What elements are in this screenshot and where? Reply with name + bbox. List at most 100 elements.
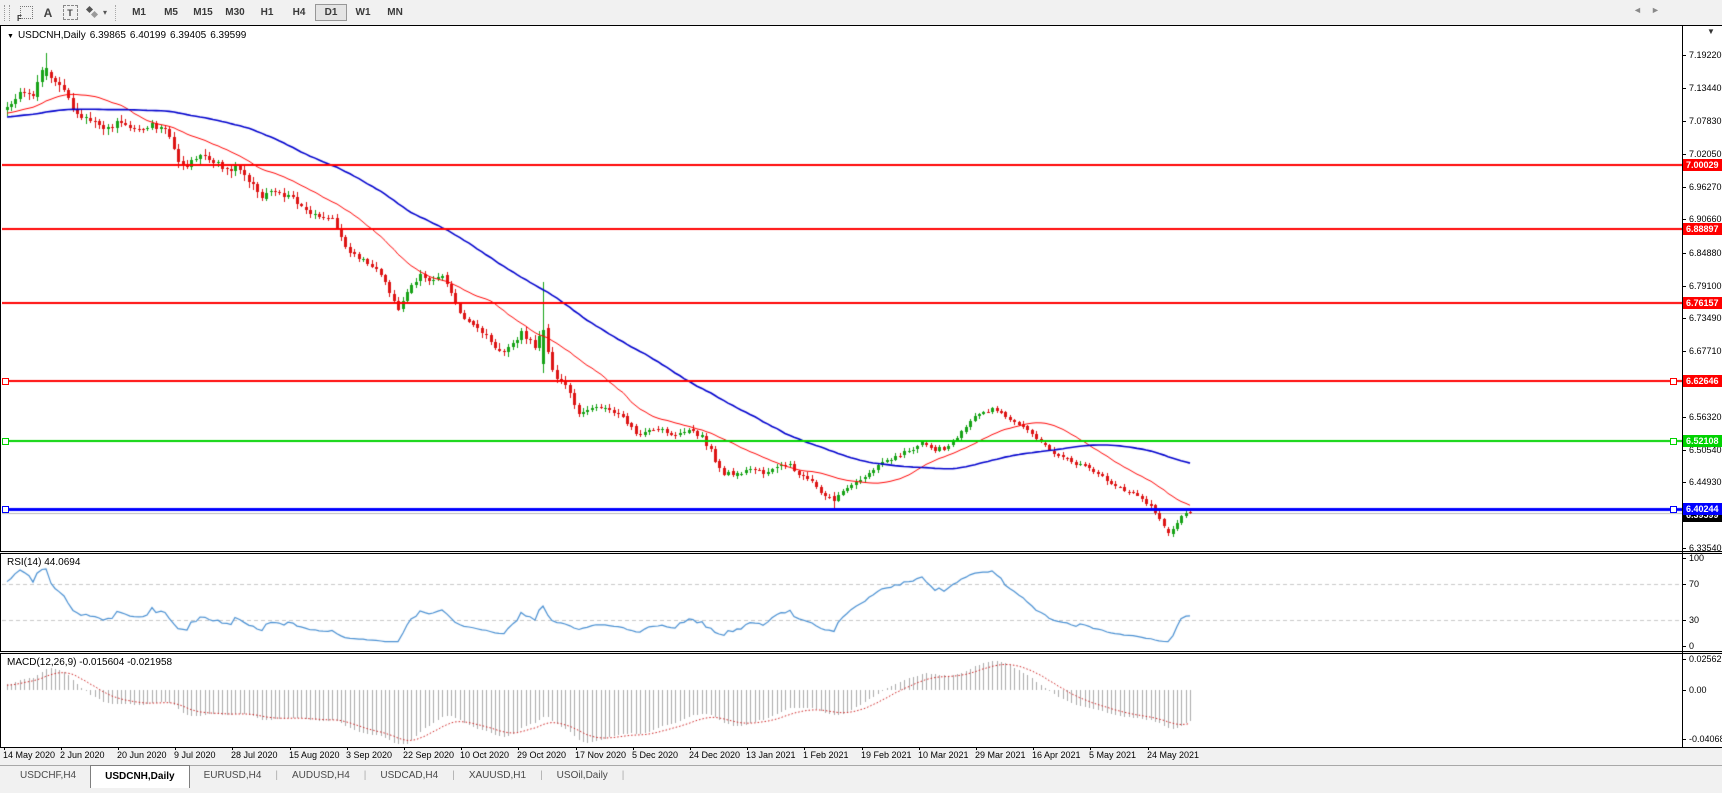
timeframe-button-m5[interactable]: M5	[164, 7, 178, 18]
date-tick-mark	[1148, 747, 1149, 750]
hline-handle[interactable]	[2, 438, 9, 445]
date-label: 22 Sep 2020	[403, 747, 454, 760]
symbol-label: USDCNH,Daily	[17, 30, 86, 41]
chevron-down-icon[interactable]: ▾	[103, 8, 108, 17]
price-tick: 6.56320	[1683, 411, 1722, 423]
tick-mark-icon	[1683, 739, 1686, 740]
price-tick: 6.84880	[1683, 247, 1722, 259]
date-tick-mark	[1090, 747, 1091, 750]
chart-tab-usdcnh[interactable]: USDCNH,Daily	[90, 765, 190, 788]
date-label: 9 Jul 2020	[174, 747, 216, 760]
price-tick-label: 6.56320	[1689, 412, 1722, 422]
timeframe-button-w1[interactable]: W1	[355, 7, 371, 18]
hline-handle[interactable]	[2, 506, 9, 513]
macd-tick: 0.00	[1683, 684, 1722, 696]
main-chart-canvas[interactable]	[2, 26, 1683, 551]
text-box-icon[interactable]: T	[61, 4, 79, 22]
date-tick-mark	[804, 747, 805, 750]
hline-handle[interactable]	[1670, 506, 1677, 513]
timeframe-button-mn[interactable]: MN	[387, 7, 403, 18]
timeframe-button-d1[interactable]: D1	[315, 4, 348, 21]
date-axis: 14 May 2020 2 Jun 2020 20 Jun 2020 9 Jul 20…	[0, 747, 1722, 765]
tick-mark-icon	[1683, 286, 1686, 287]
price-tick-label: 7.13440	[1689, 83, 1722, 93]
macd-tick: -0.04068	[1683, 733, 1722, 745]
date-label: 24 Dec 2020	[689, 747, 740, 760]
price-tick-label: 6.79100	[1689, 281, 1722, 291]
rsi-tick: 100	[1683, 552, 1722, 564]
macd-canvas[interactable]	[2, 654, 1683, 747]
rsi-tick: 30	[1683, 614, 1722, 626]
timeframe-button-h1[interactable]: H1	[260, 7, 274, 18]
hline-handle[interactable]	[1670, 438, 1677, 445]
chart-tab-eurusd[interactable]: EURUSD,H4	[203, 770, 262, 781]
tick-mark-icon	[1683, 219, 1686, 220]
ohlc-high: 6.40199	[129, 30, 167, 41]
date-tick-mark	[576, 747, 577, 750]
timeframe-button-m15[interactable]: M15	[193, 7, 213, 18]
hline-handle[interactable]	[1670, 378, 1677, 385]
date-tick-mark	[919, 747, 920, 750]
chart-tab-usdcad[interactable]: USDCAD,H4	[380, 770, 439, 781]
hline-handle[interactable]	[2, 378, 9, 385]
price-tick: 6.44930	[1683, 476, 1722, 488]
tab-separator: |	[452, 770, 455, 781]
tick-mark-icon	[1683, 482, 1686, 483]
toolbar-grip[interactable]	[4, 4, 10, 21]
date-tick-mark	[118, 747, 119, 750]
date-tick-mark	[633, 747, 634, 750]
price-tick: 7.19220	[1683, 49, 1722, 61]
toolbar: F A T ▾ M1 M5 M15 M30 H1 H4 D1 W1 MN	[0, 0, 1722, 25]
tab-scroll-right-icon[interactable]: ►	[1651, 5, 1660, 15]
date-tick-mark	[175, 747, 176, 750]
tick-mark-icon	[1683, 620, 1686, 621]
rsi-tick: 0	[1683, 640, 1722, 652]
frame-f-icon[interactable]: F	[17, 4, 35, 23]
tick-mark-icon	[1683, 318, 1686, 319]
chart-tab-usoil[interactable]: USOil,Daily	[556, 770, 608, 781]
price-tick-label: 6.73490	[1689, 313, 1722, 323]
timeframe-button-h4[interactable]: H4	[292, 7, 306, 18]
date-tick-mark	[690, 747, 691, 750]
date-label: 20 Jun 2020	[117, 747, 167, 760]
date-label: 13 Jan 2021	[746, 747, 796, 760]
date-label: 10 Mar 2021	[918, 747, 969, 760]
chart-tab-usdchf[interactable]: USDCHF,H4	[20, 770, 77, 781]
chart-shift-icon[interactable]: ▼	[1707, 27, 1715, 36]
timeframe-button-m30[interactable]: M30	[225, 7, 245, 18]
price-tick-label: 6.33540	[1689, 543, 1722, 553]
date-tick-mark	[290, 747, 291, 750]
price-tick-label: 6.50540	[1689, 445, 1722, 455]
price-tick: 6.33540	[1683, 542, 1722, 554]
chart-header: ▼ USDCNH,Daily 6.39865 6.40199 6.39405 6.3959…	[7, 30, 250, 41]
cursor-tool-icon[interactable]	[83, 4, 101, 22]
date-label: 24 May 2021	[1147, 747, 1199, 760]
date-label: 15 Aug 2020	[289, 747, 340, 760]
rsi-canvas[interactable]	[2, 554, 1683, 651]
date-tick-mark	[232, 747, 233, 750]
hline-price-badge: 6.76157	[1683, 297, 1722, 309]
price-tick: 6.90660	[1683, 213, 1722, 225]
tick-mark-icon	[1683, 659, 1686, 660]
text-a-icon[interactable]: A	[43, 5, 53, 20]
price-tick-label: 6.44930	[1689, 477, 1722, 487]
frame-f-label: F	[17, 13, 22, 23]
tab-separator: |	[363, 770, 367, 781]
date-tick-mark	[1033, 747, 1034, 750]
price-tick: 6.96270	[1683, 181, 1722, 193]
price-tick-label: 6.84880	[1689, 248, 1722, 258]
timeframe-group: M1 M5 M15 M30 H1 H4 D1 W1 MN	[123, 4, 411, 21]
tab-scroll-left-icon[interactable]: ◄	[1633, 5, 1642, 15]
macd-tick: 0.02562	[1683, 653, 1722, 665]
date-tick-mark	[461, 747, 462, 750]
tab-separator: |	[540, 770, 543, 781]
timeframe-button-m1[interactable]: M1	[132, 7, 146, 18]
toolbar-separator	[115, 4, 117, 21]
date-label: 19 Feb 2021	[861, 747, 912, 760]
date-label: 29 Mar 2021	[975, 747, 1026, 760]
hline-price-badge: 6.62646	[1683, 375, 1722, 387]
chevron-down-icon[interactable]: ▼	[7, 33, 14, 40]
chart-tab-xauusd[interactable]: XAUUSD,H1	[468, 770, 527, 781]
chart-tab-audusd[interactable]: AUDUSD,H4	[292, 770, 350, 781]
